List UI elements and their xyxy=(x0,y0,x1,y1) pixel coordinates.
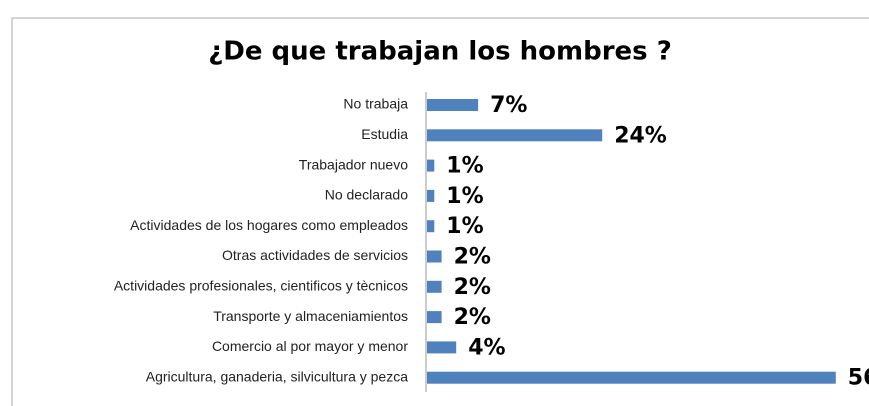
bar xyxy=(427,129,603,142)
category-label: No declarado xyxy=(325,187,408,203)
category-label: Otras actividades de servicios xyxy=(222,247,408,263)
category-label: Actividades de los hogares como empleado… xyxy=(130,217,408,233)
data-label: 2% xyxy=(454,245,491,270)
chart-title: ¿De que trabajan los hombres ? xyxy=(208,37,672,67)
bar xyxy=(427,159,435,172)
bar xyxy=(427,250,442,263)
bar xyxy=(427,189,435,202)
category-label: Estudia xyxy=(361,126,408,142)
data-label: 7% xyxy=(490,93,527,118)
data-label: 24% xyxy=(614,123,667,148)
data-label: 2% xyxy=(454,305,491,330)
data-label: 1% xyxy=(446,184,483,209)
bar xyxy=(427,371,836,384)
chart-frame xyxy=(11,17,869,406)
data-label: 1% xyxy=(446,214,483,239)
category-label: Comercio al por mayor y menor xyxy=(212,338,408,354)
bar xyxy=(427,341,457,354)
category-label: No trabaja xyxy=(343,96,408,112)
data-label: 56% xyxy=(848,366,869,391)
data-label: 1% xyxy=(446,154,483,179)
bar xyxy=(427,311,442,324)
bar xyxy=(427,280,442,293)
category-label: Trabajador nuevo xyxy=(299,156,408,172)
category-label: Transporte y almaceniamientos xyxy=(213,308,408,324)
category-label: Agricultura, ganaderia, silvicultura y p… xyxy=(146,368,408,384)
bar xyxy=(427,99,479,111)
bar xyxy=(427,220,435,233)
data-label: 2% xyxy=(454,275,491,300)
category-label: Actividades profesionales, cientificos y… xyxy=(114,278,408,294)
data-label: 4% xyxy=(468,335,505,360)
